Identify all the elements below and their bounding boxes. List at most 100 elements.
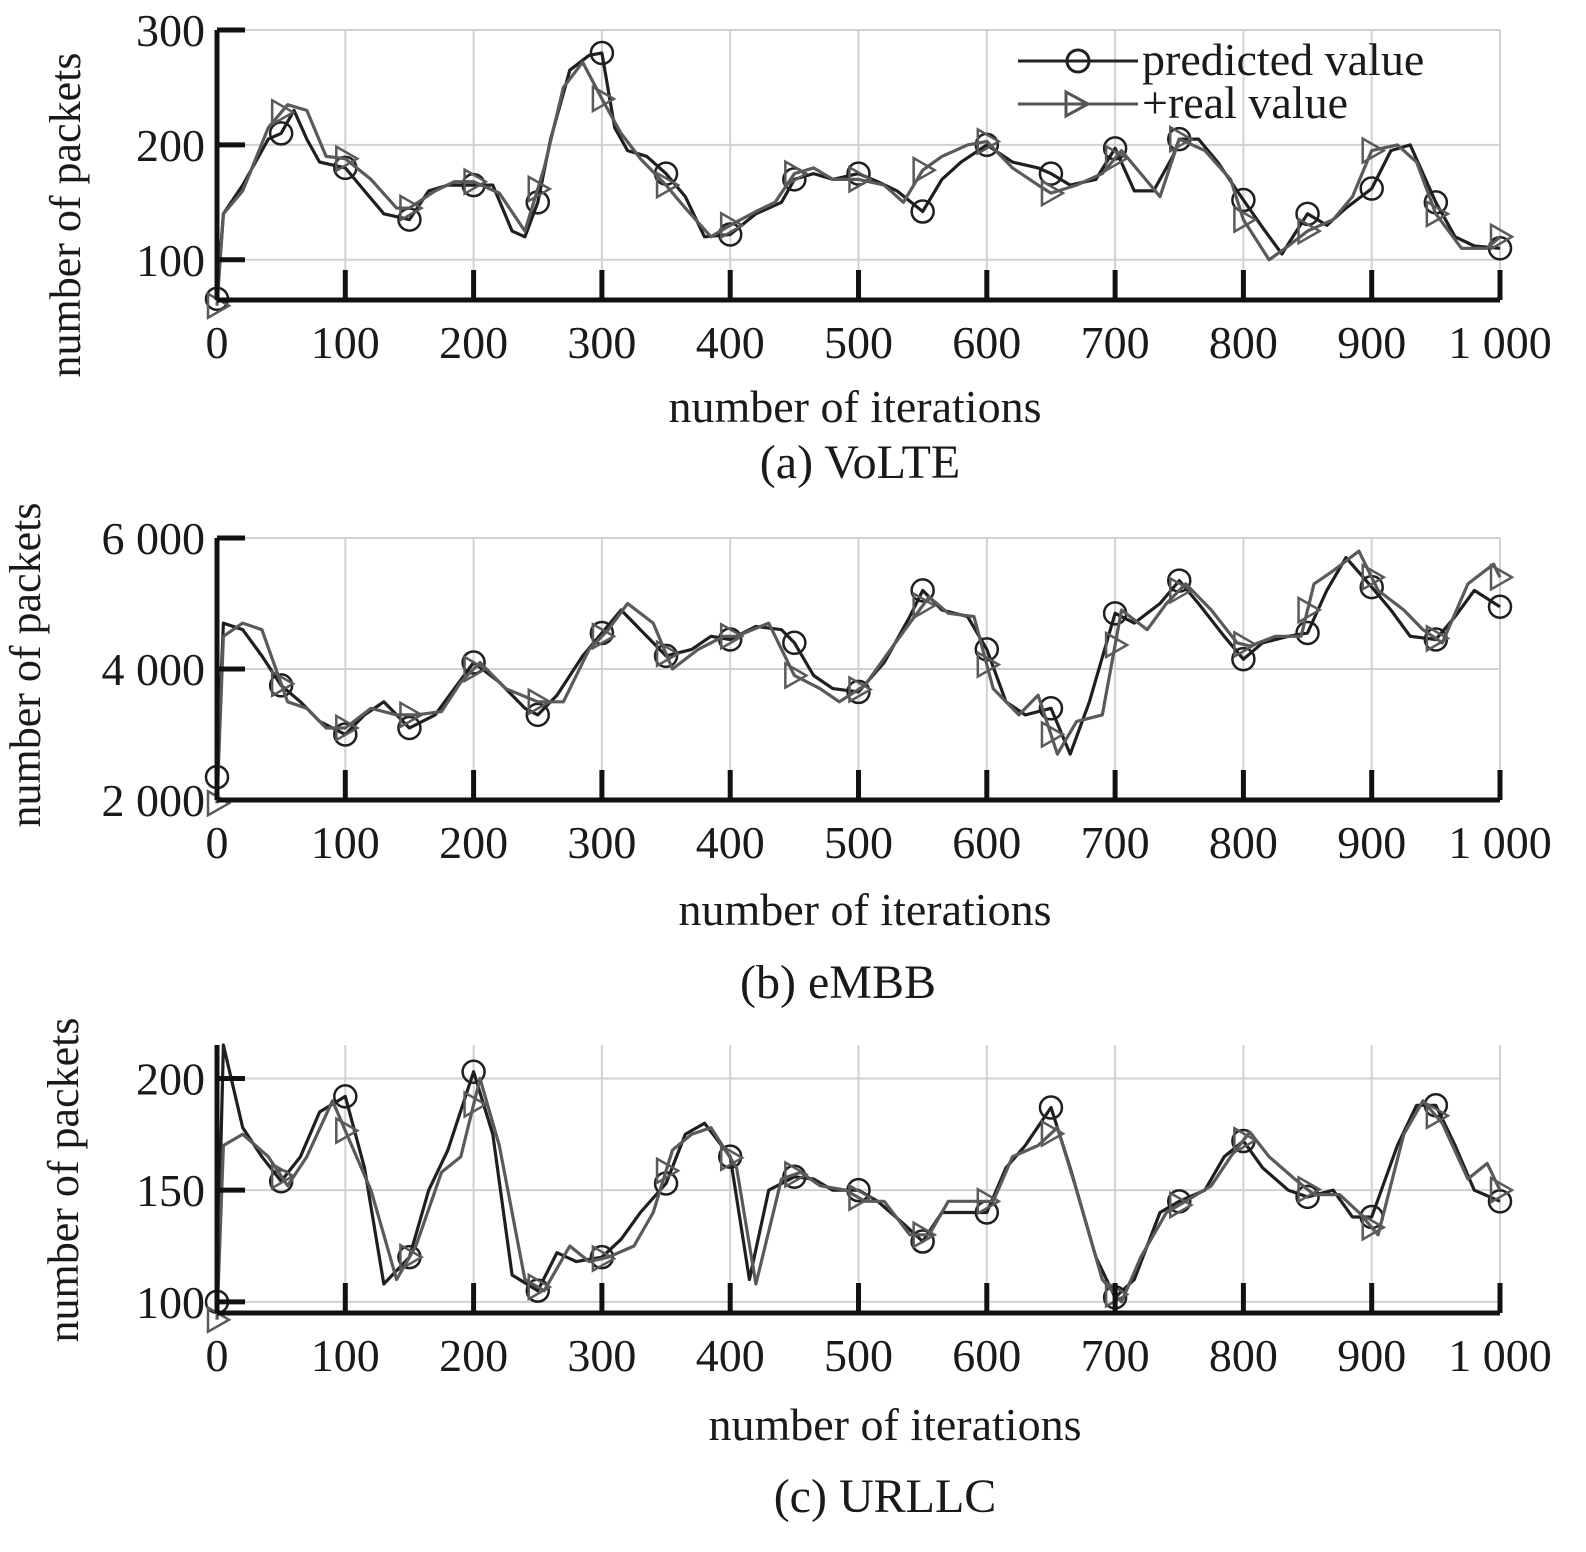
- marker-predicted: [782, 167, 807, 192]
- y-tick-label: 100: [136, 1277, 205, 1328]
- marker-predicted: [910, 199, 935, 224]
- marker-real: [1361, 1213, 1387, 1242]
- marker-real: [1489, 222, 1515, 251]
- x-tick-label: 600: [952, 1330, 1021, 1381]
- marker-real: [270, 98, 296, 127]
- series-line-real: [215, 60, 1502, 306]
- tick-labels: 0 100 200 300 400 500 600 700 800 900 1 000 2 000 4 …: [102, 513, 1552, 868]
- marker-predicted: [1487, 1189, 1513, 1214]
- marker-real: [1104, 630, 1130, 660]
- x-tick-label: 1 000: [1448, 817, 1552, 868]
- x-tick-label: 400: [696, 1330, 765, 1381]
- marker-real: [976, 650, 1002, 679]
- marker-real: [1489, 1176, 1515, 1205]
- x-tick-label: 900: [1337, 317, 1406, 368]
- marker-real: [655, 1156, 681, 1185]
- chart-panel-volte: 0 100 200 300 400 500 600 700 800 900 1 0001002003…: [41, 5, 1552, 489]
- marker-real: [848, 165, 874, 194]
- axes: [214, 27, 1503, 303]
- marker-predicted: [1295, 620, 1320, 646]
- marker-real: [1297, 595, 1323, 625]
- marker-real: [976, 1187, 1002, 1216]
- legend-predicted-label: predicted value: [1142, 34, 1424, 85]
- marker-real: [1169, 124, 1194, 154]
- marker-predicted: [1038, 1095, 1064, 1120]
- x-tick-label: 600: [952, 817, 1021, 868]
- x-tick-label: 500: [824, 317, 893, 368]
- marker-real: [463, 1090, 489, 1119]
- y-tick-label: 4 000: [102, 644, 206, 695]
- marker-real: [1104, 144, 1130, 173]
- marker-real: [848, 1183, 874, 1212]
- marker-real: [1169, 576, 1194, 605]
- marker-real: [591, 1244, 617, 1273]
- marker-real: [912, 1220, 938, 1249]
- x-tick-label: 700: [1081, 817, 1150, 868]
- marker-real: [335, 144, 360, 173]
- axes: [214, 1045, 1503, 1316]
- marker-real: [1361, 136, 1387, 165]
- marker-predicted: [910, 1229, 935, 1254]
- marker-real: [1361, 563, 1387, 592]
- marker-real: [1233, 630, 1258, 659]
- x-axis-label: number of iterations: [678, 884, 1051, 935]
- marker-predicted: [910, 578, 935, 603]
- series-line-real: [215, 1076, 1502, 1320]
- marker-real: [1297, 1175, 1323, 1204]
- marker-real: [1040, 720, 1066, 749]
- marker-predicted: [525, 702, 550, 728]
- x-tick-label: 0: [206, 817, 229, 868]
- marker-real: [463, 167, 489, 196]
- legend: predicted value +real value: [1018, 34, 1424, 128]
- marker-predicted: [1231, 646, 1256, 672]
- marker-real: [719, 211, 745, 240]
- marker-real: [976, 127, 1002, 156]
- marker-real: [399, 700, 424, 730]
- marker-real: [1425, 199, 1451, 228]
- marker-predicted: [333, 1084, 358, 1109]
- y-tick-label: 150: [136, 1165, 205, 1216]
- x-tick-label: 400: [696, 817, 765, 868]
- plot-lines: [204, 1043, 1515, 1334]
- y-tick-label: 200: [136, 1054, 205, 1105]
- marker-real: [1233, 205, 1258, 234]
- marker-predicted: [333, 722, 358, 747]
- marker-predicted: [1359, 176, 1384, 201]
- marker-predicted: [461, 1059, 486, 1085]
- marker-predicted: [461, 650, 486, 675]
- x-tick-label: 100: [311, 817, 380, 868]
- marker-real: [912, 591, 938, 620]
- x-tick-label: 1 000: [1448, 1330, 1552, 1381]
- marker-real: [1233, 1126, 1258, 1155]
- marker-real: [527, 174, 553, 204]
- legend-real-marker: [1064, 89, 1092, 119]
- x-tick-label: 400: [696, 317, 765, 368]
- marker-predicted: [589, 40, 615, 66]
- marker-predicted: [782, 630, 807, 656]
- marker-real: [270, 1161, 296, 1191]
- chart-panel-embb: 0 100 200 300 400 500 600 700 800 900 1 000 2 000 4 …: [1, 503, 1552, 1010]
- marker-real: [719, 1143, 745, 1172]
- x-tick-label: 0: [206, 317, 229, 368]
- marker-real: [1040, 1119, 1066, 1148]
- x-tick-label: 500: [824, 817, 893, 868]
- marker-real: [1425, 1101, 1451, 1130]
- marker-predicted: [1295, 1184, 1320, 1210]
- marker-real: [1489, 563, 1515, 592]
- marker-predicted: [653, 643, 679, 669]
- y-axis-label: number of packets: [41, 53, 90, 378]
- x-axis-label: number of iterations: [708, 1399, 1081, 1450]
- y-tick-label: 2 000: [102, 775, 206, 826]
- series-line-predicted: [215, 51, 1501, 300]
- series-line-real: [215, 549, 1502, 804]
- marker-real: [1040, 178, 1066, 208]
- marker-real: [399, 193, 424, 223]
- x-tick-label: 900: [1337, 817, 1406, 868]
- marker-predicted: [846, 161, 871, 186]
- y-tick-label: 100: [136, 235, 205, 286]
- y-tick-label: 6 000: [102, 513, 206, 564]
- plot-lines: [204, 549, 1515, 818]
- x-tick-label: 100: [311, 1330, 380, 1381]
- marker-predicted: [846, 679, 871, 705]
